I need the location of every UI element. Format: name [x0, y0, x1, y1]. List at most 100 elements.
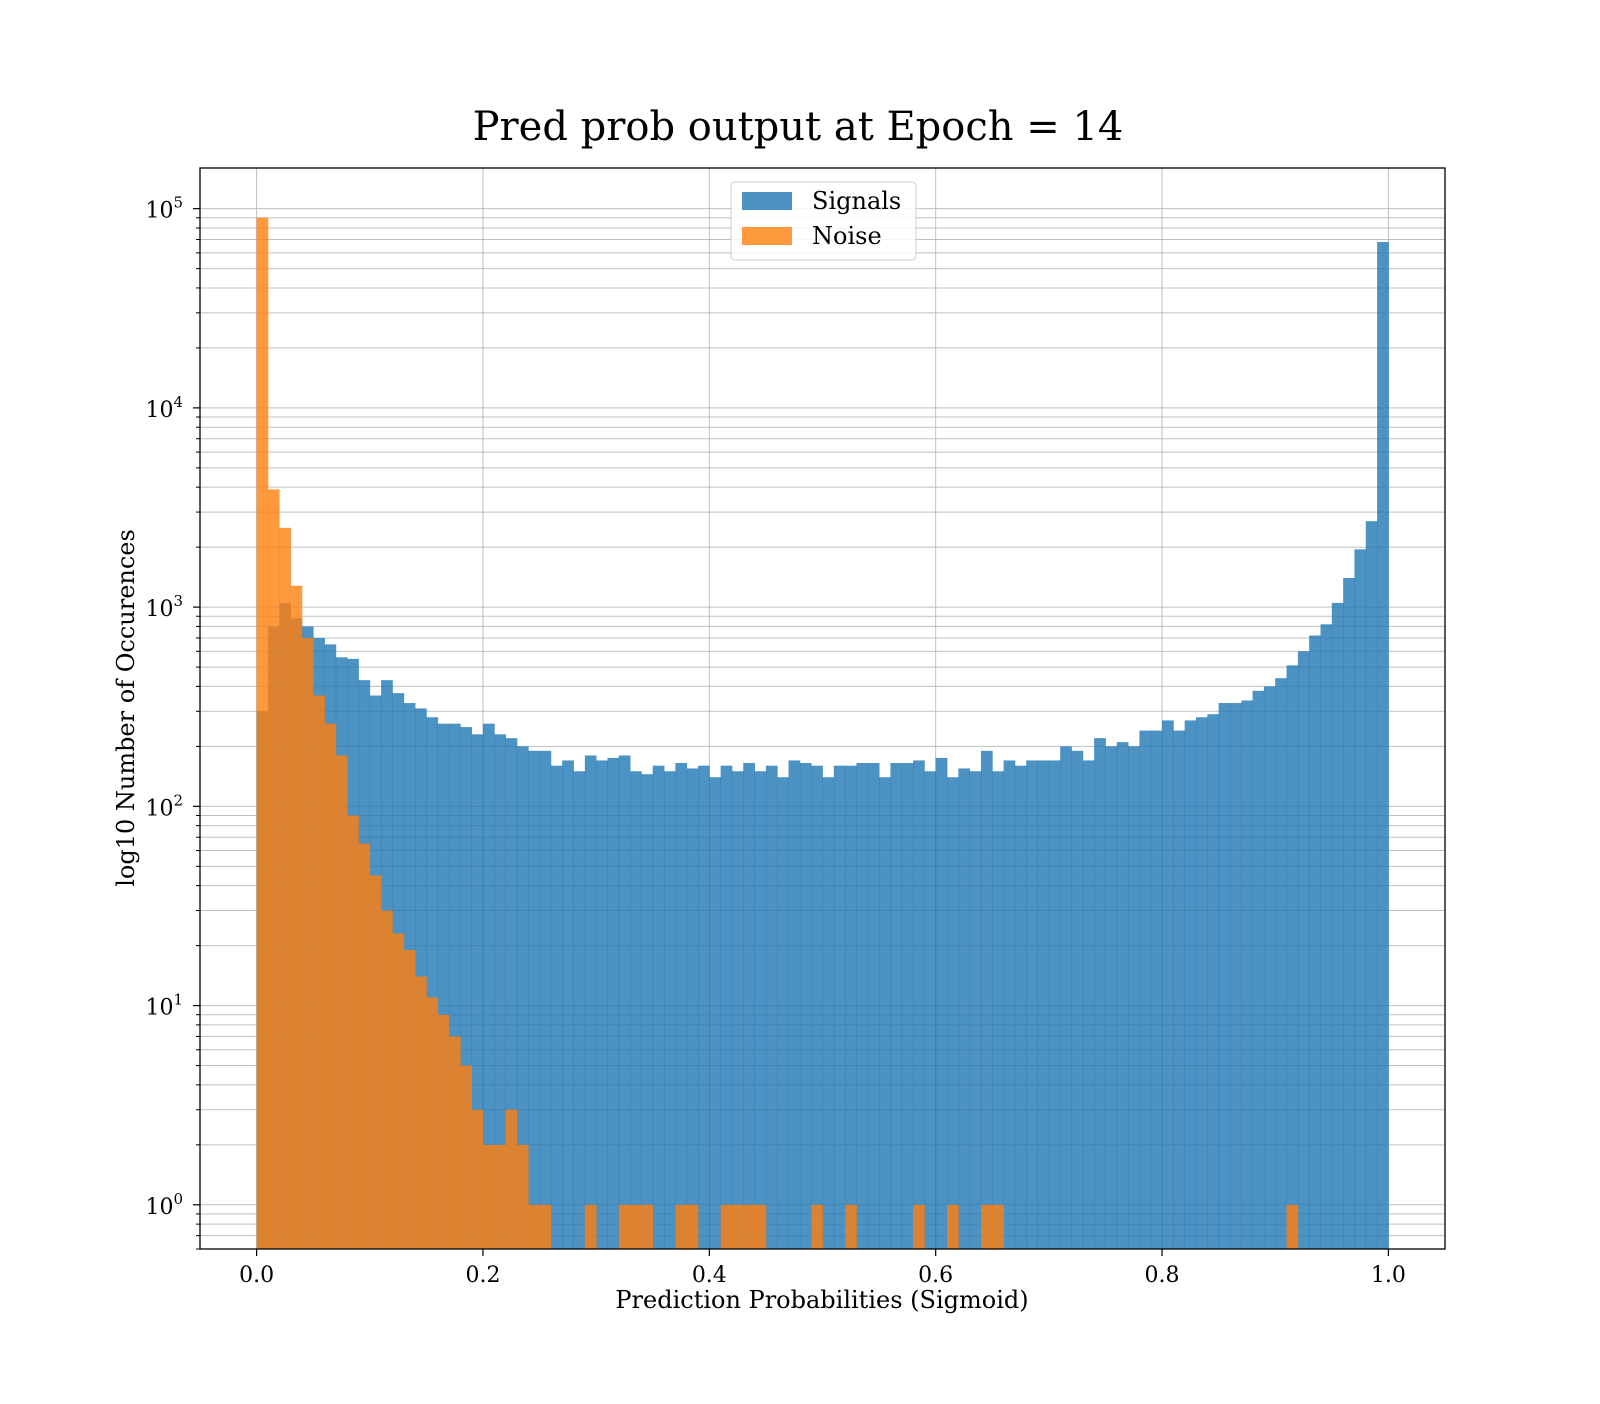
noise-bar: [471, 1109, 484, 1249]
noise-bar: [369, 875, 382, 1249]
signals-bar: [1207, 714, 1220, 1249]
y-tick-exponent: 4: [173, 393, 183, 411]
noise-bar: [267, 489, 280, 1249]
signals-bar: [1037, 760, 1050, 1249]
signals-bar: [573, 771, 586, 1249]
signals-bar: [1297, 651, 1310, 1249]
signals-bar: [799, 763, 812, 1249]
signals-bar: [449, 723, 461, 1249]
noise-bar: [992, 1204, 1004, 1249]
signals-bar: [856, 763, 869, 1249]
signals-bar: [539, 750, 552, 1249]
signals-bar: [528, 750, 540, 1249]
noise-bar: [403, 950, 416, 1249]
signals-bar: [811, 765, 823, 1249]
signals-bar: [1184, 720, 1197, 1249]
signals-bar: [1048, 760, 1061, 1249]
y-tick-base: 10: [145, 796, 173, 821]
legend-label-signals: Signals: [812, 187, 901, 215]
x-axis-label: Prediction Probabilities (Sigmoid): [615, 1286, 1028, 1314]
x-tick-label: 0.8: [1145, 1263, 1180, 1288]
noise-bar: [256, 217, 269, 1250]
noise-bar: [437, 1014, 450, 1249]
signals-bar: [1139, 730, 1152, 1249]
noise-bar: [811, 1204, 823, 1249]
noise-bar: [415, 976, 427, 1249]
signals-bar: [1071, 750, 1084, 1249]
x-tick-label: 0.2: [465, 1263, 500, 1288]
y-tick-base: 10: [145, 398, 173, 423]
signals-bar: [1331, 602, 1344, 1249]
noise-bar: [845, 1204, 857, 1249]
signals-bar: [1060, 746, 1072, 1249]
signals-bar: [765, 765, 778, 1249]
signals-bar: [1105, 746, 1118, 1249]
noise-bar: [381, 910, 393, 1249]
signals-bar: [460, 727, 473, 1249]
signals-bar: [1365, 521, 1378, 1249]
signals-bar: [664, 771, 676, 1249]
signals-bar: [788, 760, 801, 1249]
y-tick-label: 103: [145, 592, 183, 622]
signals-bar: [1309, 635, 1321, 1249]
noise-bar: [460, 1065, 473, 1249]
noise-bar: [449, 1036, 461, 1249]
signals-bar: [1082, 760, 1095, 1249]
noise-bar: [347, 815, 359, 1249]
noise-bar: [686, 1204, 699, 1249]
signals-bar: [607, 757, 620, 1249]
signals-bar: [867, 763, 880, 1249]
signals-bar: [1320, 624, 1333, 1249]
y-tick-base: 10: [145, 199, 173, 224]
signals-bar: [890, 763, 903, 1249]
signals-bar: [1275, 678, 1287, 1249]
noise-bar: [279, 527, 291, 1249]
x-axis-ticks: 0.0 0.2 0.4 0.6 0.8 1.0: [239, 1249, 1406, 1288]
legend: Signals Noise: [730, 181, 917, 261]
signals-bar: [1150, 730, 1163, 1249]
y-tick-exponent: 3: [173, 592, 183, 610]
signals-bar: [686, 768, 699, 1249]
signals-bar: [618, 755, 631, 1249]
signals-bar: [777, 777, 789, 1249]
signals-bar: [494, 734, 506, 1249]
signals-bar: [1343, 578, 1355, 1249]
noise-bar: [731, 1204, 744, 1249]
signals-bar: [1173, 730, 1186, 1249]
signals-bar: [516, 746, 529, 1249]
signals-bar: [1218, 703, 1231, 1249]
y-tick-exponent: 2: [173, 791, 183, 809]
signals-bar: [596, 760, 608, 1249]
signals-bar: [1128, 746, 1140, 1249]
x-tick-label: 0.0: [239, 1263, 274, 1288]
noise-bar: [743, 1204, 755, 1249]
signals-bar: [845, 765, 857, 1249]
legend-label-noise: Noise: [812, 222, 882, 250]
signals-bar: [879, 777, 891, 1249]
signals-bar: [969, 771, 982, 1249]
y-tick-label: 102: [145, 791, 183, 821]
signals-bar: [1003, 760, 1016, 1249]
noise-bar: [290, 585, 303, 1249]
noise-bar: [301, 637, 314, 1249]
x-tick-label: 0.6: [918, 1263, 953, 1288]
signals-bar: [1377, 242, 1389, 1250]
signals-bar: [426, 717, 439, 1249]
noise-bar: [482, 1144, 495, 1249]
signals-bar: [1094, 738, 1106, 1249]
noise-bar: [528, 1204, 540, 1249]
signals-bar: [720, 765, 733, 1249]
y-tick-label: 105: [145, 194, 183, 224]
noise-bar: [313, 695, 325, 1249]
legend-swatch-noise: [742, 227, 792, 245]
noise-bar: [324, 723, 337, 1249]
signals-bar: [1286, 665, 1299, 1249]
noise-bar: [516, 1144, 529, 1249]
signals-bar: [471, 734, 484, 1249]
signals-bar: [947, 777, 959, 1249]
noise-bar: [494, 1144, 506, 1249]
x-tick-label: 1.0: [1371, 1263, 1406, 1288]
signals-bar: [1229, 703, 1242, 1249]
